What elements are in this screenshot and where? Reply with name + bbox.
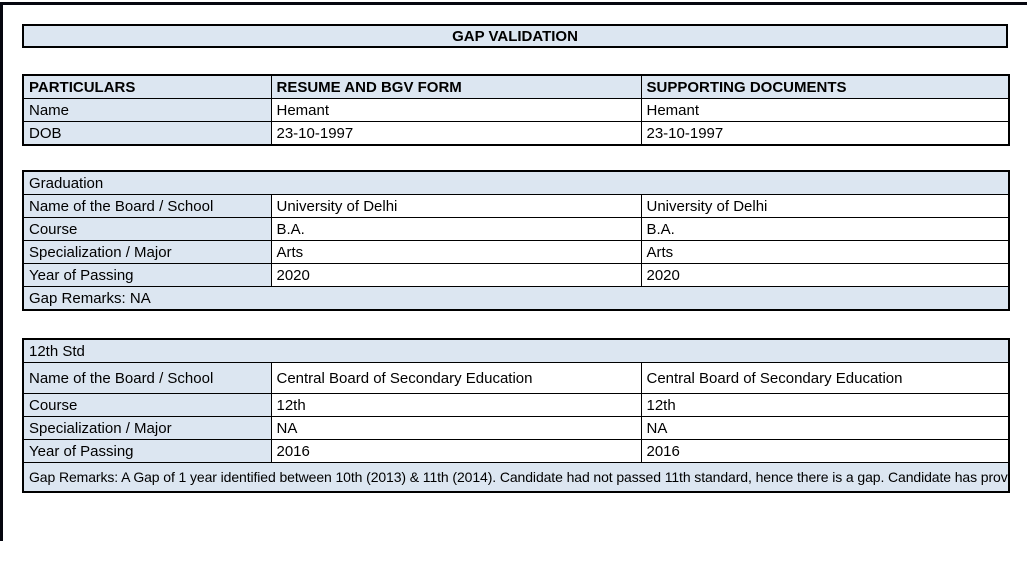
twelfth-std-section-table: 12th Std Name of the Board / School Cent… bbox=[22, 338, 1011, 493]
page-top-border-line bbox=[0, 2, 1027, 5]
resume-value-cell: 12th bbox=[270, 393, 642, 417]
twelfth-section-title-cell: 12th Std bbox=[22, 338, 1010, 363]
row-label-cell: Course bbox=[22, 217, 272, 241]
supporting-docs-header-cell: SUPPORTING DOCUMENTS bbox=[640, 74, 1010, 99]
specialization-row: Specialization / Major NA NA bbox=[22, 416, 1010, 440]
board-school-row: Name of the Board / School University of… bbox=[22, 194, 1010, 218]
course-row: Course 12th 12th bbox=[22, 393, 1010, 417]
resume-value-cell: University of Delhi bbox=[270, 194, 642, 218]
graduation-section-title-cell: Graduation bbox=[22, 170, 1010, 195]
row-label-cell: Year of Passing bbox=[22, 263, 272, 287]
table-header-row: PARTICULARS RESUME AND BGV FORM SUPPORTI… bbox=[22, 74, 1010, 99]
twelfth-gap-remarks-cell: Gap Remarks: A Gap of 1 year identified … bbox=[22, 462, 1010, 493]
section-title-row: 12th Std bbox=[22, 338, 1010, 363]
supporting-value-cell: B.A. bbox=[640, 217, 1010, 241]
graduation-gap-remarks-cell: Gap Remarks: NA bbox=[22, 286, 1010, 311]
supporting-value-cell: Hemant bbox=[640, 98, 1010, 122]
resume-value-cell: 2020 bbox=[270, 263, 642, 287]
row-label-cell: Specialization / Major bbox=[22, 240, 272, 264]
candidate-info-table: PARTICULARS RESUME AND BGV FORM SUPPORTI… bbox=[22, 74, 1010, 146]
course-row: Course B.A. B.A. bbox=[22, 217, 1010, 241]
specialization-row: Specialization / Major Arts Arts bbox=[22, 240, 1010, 264]
document-title: GAP VALIDATION bbox=[452, 27, 578, 45]
board-school-row: Name of the Board / School Central Board… bbox=[22, 362, 1010, 394]
resume-value-cell: NA bbox=[270, 416, 642, 440]
particulars-header-cell: PARTICULARS bbox=[22, 74, 272, 99]
supporting-value-cell: 23-10-1997 bbox=[640, 121, 1010, 146]
name-row: Name Hemant Hemant bbox=[22, 98, 1010, 122]
resume-value-cell: Hemant bbox=[270, 98, 642, 122]
row-label-cell: Course bbox=[22, 393, 272, 417]
page-left-border-line bbox=[0, 2, 3, 541]
supporting-value-cell: University of Delhi bbox=[640, 194, 1010, 218]
supporting-value-cell: Central Board of Secondary Education bbox=[640, 362, 1010, 394]
resume-value-cell: 2016 bbox=[270, 439, 642, 463]
supporting-value-cell: Arts bbox=[640, 240, 1010, 264]
gap-remarks-row: Gap Remarks: NA bbox=[22, 286, 1010, 311]
row-label-cell: DOB bbox=[22, 121, 272, 146]
resume-value-cell: Arts bbox=[270, 240, 642, 264]
supporting-value-cell: 2016 bbox=[640, 439, 1010, 463]
supporting-value-cell: NA bbox=[640, 416, 1010, 440]
row-label-cell: Name of the Board / School bbox=[22, 362, 272, 394]
graduation-section-table: Graduation Name of the Board / School Un… bbox=[22, 170, 1011, 311]
row-label-cell: Name of the Board / School bbox=[22, 194, 272, 218]
resume-value-cell: 23-10-1997 bbox=[270, 121, 642, 146]
gap-remarks-row: Gap Remarks: A Gap of 1 year identified … bbox=[22, 462, 1010, 493]
resume-bgv-header-cell: RESUME AND BGV FORM bbox=[270, 74, 642, 99]
dob-row: DOB 23-10-1997 23-10-1997 bbox=[22, 121, 1010, 146]
section-title-row: Graduation bbox=[22, 170, 1010, 195]
resume-value-cell: Central Board of Secondary Education bbox=[270, 362, 642, 394]
document-title-box: GAP VALIDATION bbox=[22, 24, 1008, 48]
year-of-passing-row: Year of Passing 2020 2020 bbox=[22, 263, 1010, 287]
resume-value-cell: B.A. bbox=[270, 217, 642, 241]
supporting-value-cell: 2020 bbox=[640, 263, 1010, 287]
row-label-cell: Year of Passing bbox=[22, 439, 272, 463]
year-of-passing-row: Year of Passing 2016 2016 bbox=[22, 439, 1010, 463]
row-label-cell: Name bbox=[22, 98, 272, 122]
supporting-value-cell: 12th bbox=[640, 393, 1010, 417]
row-label-cell: Specialization / Major bbox=[22, 416, 272, 440]
